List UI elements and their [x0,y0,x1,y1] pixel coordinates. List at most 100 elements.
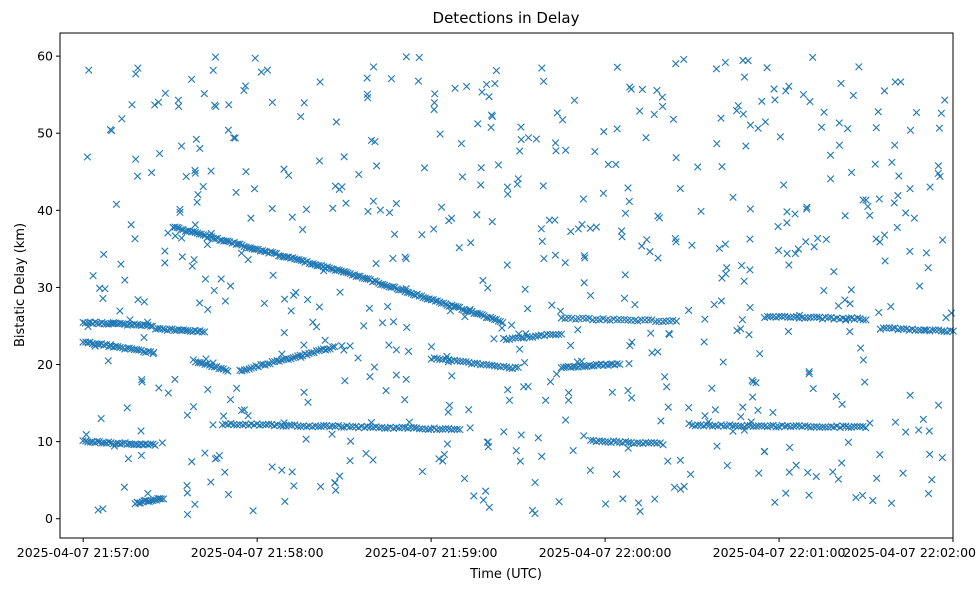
data-point [257,68,266,76]
data-point [238,367,246,375]
data-point [378,319,387,327]
data-point [859,196,867,204]
data-point [260,299,269,308]
data-point [229,134,238,142]
data-point [711,406,720,414]
x-tick-label: 2025-04-07 21:59:00 [365,545,498,560]
data-point [176,205,184,214]
data-point [921,326,929,334]
data-point [661,373,669,381]
data-point [484,438,492,446]
data-point [266,248,275,256]
data-point [239,421,247,429]
data-point [491,79,499,88]
data-point [118,320,127,328]
data-point [200,328,209,336]
data-point [810,313,818,321]
data-point [338,342,346,350]
data-point [888,324,897,333]
data-point [700,338,708,346]
data-point [809,53,817,62]
data-point [806,97,814,106]
data-point [531,478,539,487]
data-point [545,216,554,224]
data-point [524,134,533,142]
data-point [387,75,396,83]
data-point [601,500,610,508]
data-point [136,499,145,507]
data-point [662,383,671,391]
data-point [654,254,662,262]
data-point [341,377,349,385]
data-point [748,393,757,401]
data-point [458,305,466,314]
data-point [204,385,212,394]
data-point [835,141,844,149]
data-point [609,437,618,445]
data-point [844,438,853,447]
data-point [252,362,260,370]
data-point [573,358,582,366]
data-point [621,209,630,218]
data-point [747,418,755,426]
data-point [894,191,902,200]
data-point [420,164,429,172]
data-point [364,275,373,283]
data-point [941,96,949,104]
data-point [312,323,321,331]
data-point [672,317,681,325]
scatter-markers [79,53,957,519]
data-point [802,205,811,213]
data-point [914,426,923,434]
data-point [784,327,793,336]
data-point [289,291,298,299]
data-point [906,247,914,256]
data-point [173,223,182,232]
data-point [198,328,206,336]
data-point [875,308,883,317]
data-point [633,439,641,447]
data-point [104,357,112,365]
data-point [516,457,524,465]
data-point [288,468,296,476]
data-point [155,149,164,158]
data-point [392,199,401,208]
data-point [303,295,312,304]
data-point [881,257,889,265]
data-point [284,171,293,179]
data-point [85,66,93,74]
data-point [363,90,372,98]
data-point [202,355,210,363]
data-point [297,256,305,264]
data-point [770,85,778,93]
data-point [503,261,511,269]
data-point [224,126,233,134]
data-point [232,384,241,393]
data-point [802,238,810,246]
data-point [127,220,135,229]
data-point [638,85,647,94]
data-point [177,225,185,234]
data-point [237,406,246,415]
data-point [934,401,943,409]
data-point [379,280,387,289]
data-point [315,346,323,355]
data-point [240,242,248,251]
data-point [315,303,324,311]
data-point [401,396,409,404]
data-point [919,415,928,424]
data-point [240,406,249,414]
data-point [591,147,599,156]
data-point [842,316,850,324]
data-point [453,357,461,365]
data-point [444,358,452,366]
data-point [760,447,769,456]
data-point [433,426,441,434]
data-point [636,107,644,115]
data-point [479,276,487,285]
data-point [785,261,793,269]
data-point [196,358,204,367]
data-point [813,313,821,321]
data-point [821,423,829,431]
data-point [155,384,163,392]
